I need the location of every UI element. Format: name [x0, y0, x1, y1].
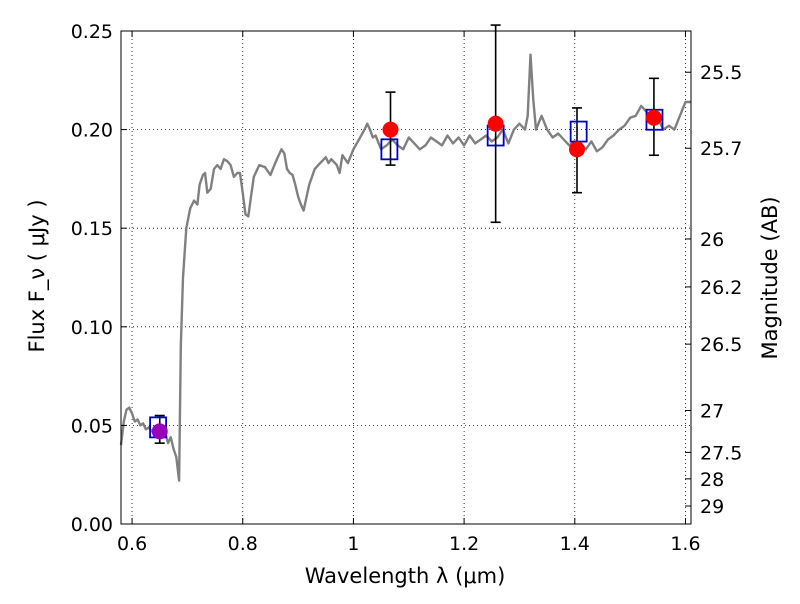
right-tick-label: 27 — [700, 401, 724, 423]
right-tick-label: 28 — [700, 469, 724, 491]
y-tick-label: 0.25 — [71, 21, 113, 43]
observed-point — [151, 423, 168, 440]
y-tick-label: 0.05 — [71, 415, 113, 437]
right-tick-label: 25.5 — [700, 62, 742, 84]
observed-points-layer — [151, 109, 662, 440]
x-tick-label: 0.6 — [117, 533, 147, 555]
right-tick-label: 26.2 — [700, 277, 742, 299]
x-tick-label: 1.6 — [670, 533, 700, 555]
x-tick-label: 1.2 — [449, 533, 479, 555]
y-axis-label: Flux F_ν ( μJy ) — [25, 199, 50, 352]
y-tick-label: 0.20 — [71, 120, 113, 142]
x-tick-label: 1.4 — [560, 533, 590, 555]
right-tick-label: 27.5 — [700, 442, 742, 464]
y-tick-label: 0.00 — [71, 514, 113, 536]
observed-point — [382, 121, 399, 138]
y-tick-label: 0.10 — [71, 317, 113, 339]
model-band-square — [380, 138, 399, 161]
model-spectrum-line — [119, 53, 691, 482]
right-tick-label: 29 — [700, 496, 724, 518]
x-axis-label: Wavelength λ (μm) — [305, 564, 506, 588]
right-tick-label: 26 — [700, 229, 724, 251]
right-tick-label: 26.5 — [700, 334, 742, 356]
x-tick-label: 0.8 — [228, 533, 258, 555]
y-tick-label: 0.15 — [71, 218, 113, 240]
observed-point — [569, 141, 585, 158]
x-tick-label: 1 — [347, 533, 359, 555]
observed-point — [645, 109, 662, 126]
right-axis-label: Magnitude (AB) — [758, 196, 782, 359]
plot-frame — [120, 30, 692, 525]
right-tick-label: 25.7 — [700, 138, 742, 160]
observed-point — [487, 115, 504, 132]
model-spectrum-layer — [119, 53, 691, 482]
axis-layer: 0.6 0.8 1 1.2 1.4 1.6 0.00 0.05 0.10 0.15 0.20 0.25… — [71, 21, 743, 555]
